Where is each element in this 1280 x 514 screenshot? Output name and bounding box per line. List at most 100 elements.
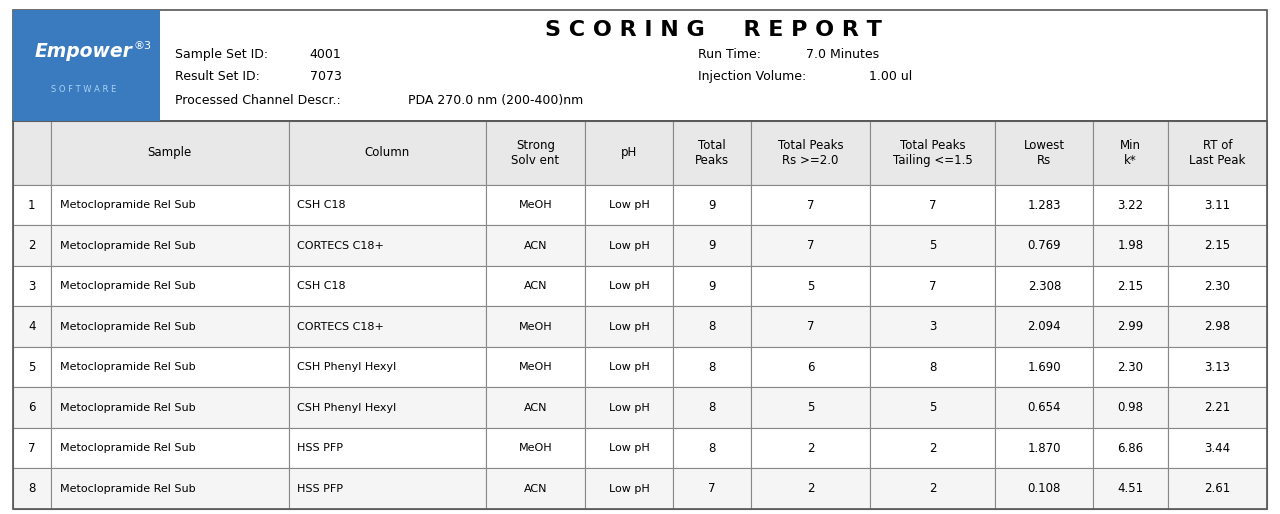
Text: HSS PFP: HSS PFP: [297, 443, 343, 453]
Bar: [289, 185, 485, 225]
Text: Metoclopramide Rel Sub: Metoclopramide Rel Sub: [60, 362, 196, 372]
Text: 2.15: 2.15: [1117, 280, 1143, 292]
Bar: [585, 347, 673, 388]
Text: 7.0 Minutes: 7.0 Minutes: [806, 48, 879, 61]
Text: CSH Phenyl Hexyl: CSH Phenyl Hexyl: [297, 402, 396, 413]
Bar: [996, 225, 1093, 266]
Text: 1: 1: [28, 198, 36, 212]
Bar: [485, 225, 585, 266]
Text: 2: 2: [806, 442, 814, 454]
Text: 0.108: 0.108: [1028, 482, 1061, 495]
Text: Min
k*: Min k*: [1120, 139, 1140, 167]
Bar: [996, 121, 1093, 185]
Bar: [870, 388, 996, 428]
Text: MeOH: MeOH: [518, 362, 552, 372]
Bar: [585, 388, 673, 428]
Bar: [13, 121, 1267, 509]
Text: 5: 5: [929, 239, 937, 252]
Text: 3.22: 3.22: [1117, 198, 1143, 212]
Bar: [485, 121, 585, 185]
Text: Metoclopramide Rel Sub: Metoclopramide Rel Sub: [60, 281, 196, 291]
Bar: [870, 428, 996, 468]
Text: HSS PFP: HSS PFP: [297, 484, 343, 493]
Bar: [485, 388, 585, 428]
Bar: [673, 306, 751, 347]
Text: Total Peaks
Tailing <=1.5: Total Peaks Tailing <=1.5: [893, 139, 973, 167]
Bar: [289, 225, 485, 266]
Bar: [485, 306, 585, 347]
Text: CORTECS C18+: CORTECS C18+: [297, 241, 384, 251]
Bar: [996, 347, 1093, 388]
Text: 2: 2: [929, 482, 937, 495]
Bar: [870, 347, 996, 388]
Bar: [1093, 306, 1167, 347]
Text: 4: 4: [28, 320, 36, 333]
Text: 2.15: 2.15: [1204, 239, 1230, 252]
Bar: [485, 468, 585, 509]
Bar: [870, 266, 996, 306]
Bar: [13, 428, 51, 468]
Bar: [13, 468, 51, 509]
Bar: [1093, 388, 1167, 428]
Text: 7: 7: [28, 442, 36, 454]
Bar: [51, 225, 289, 266]
Bar: [751, 468, 870, 509]
Bar: [1093, 468, 1167, 509]
Bar: [289, 121, 485, 185]
Bar: [751, 266, 870, 306]
Bar: [1167, 306, 1267, 347]
Bar: [751, 185, 870, 225]
Bar: [673, 121, 751, 185]
Text: 7073: 7073: [310, 70, 342, 83]
Text: 4001: 4001: [310, 48, 342, 61]
Text: 2: 2: [929, 442, 937, 454]
Text: 4.51: 4.51: [1117, 482, 1143, 495]
Text: CSH C18: CSH C18: [297, 281, 346, 291]
Text: Column: Column: [365, 146, 410, 159]
Bar: [1167, 225, 1267, 266]
Bar: [996, 306, 1093, 347]
Bar: [485, 347, 585, 388]
Text: Processed Channel Descr.:: Processed Channel Descr.:: [175, 95, 340, 107]
Bar: [289, 388, 485, 428]
Bar: [870, 121, 996, 185]
Text: Run Time:: Run Time:: [698, 48, 760, 61]
Text: 3: 3: [929, 320, 937, 333]
Bar: [585, 225, 673, 266]
Bar: [870, 225, 996, 266]
Bar: [585, 468, 673, 509]
Text: 7: 7: [806, 239, 814, 252]
Text: Lowest
Rs: Lowest Rs: [1024, 139, 1065, 167]
Text: 8: 8: [708, 320, 716, 333]
Text: CSH C18: CSH C18: [297, 200, 346, 210]
Text: S C O R I N G     R E P O R T: S C O R I N G R E P O R T: [545, 20, 882, 40]
Bar: [13, 10, 1267, 121]
Bar: [751, 225, 870, 266]
Text: Strong
Solv ent: Strong Solv ent: [511, 139, 559, 167]
Text: Empower: Empower: [35, 42, 132, 61]
Bar: [13, 225, 51, 266]
Text: 9: 9: [708, 280, 716, 292]
Text: 5: 5: [929, 401, 937, 414]
Bar: [1167, 266, 1267, 306]
Bar: [996, 388, 1093, 428]
Bar: [751, 428, 870, 468]
Bar: [485, 185, 585, 225]
Bar: [1167, 428, 1267, 468]
Text: 2: 2: [806, 482, 814, 495]
Bar: [289, 347, 485, 388]
Text: 3.44: 3.44: [1204, 442, 1230, 454]
Text: 2.30: 2.30: [1117, 361, 1143, 374]
Text: 2.21: 2.21: [1204, 401, 1230, 414]
Text: 8: 8: [929, 361, 937, 374]
Text: ACN: ACN: [524, 281, 547, 291]
Text: MeOH: MeOH: [518, 443, 552, 453]
Text: Low pH: Low pH: [609, 443, 649, 453]
Bar: [13, 121, 51, 185]
Text: 2.308: 2.308: [1028, 280, 1061, 292]
Bar: [585, 266, 673, 306]
Text: 2.30: 2.30: [1204, 280, 1230, 292]
Bar: [51, 306, 289, 347]
Text: 2.61: 2.61: [1204, 482, 1230, 495]
Bar: [51, 468, 289, 509]
